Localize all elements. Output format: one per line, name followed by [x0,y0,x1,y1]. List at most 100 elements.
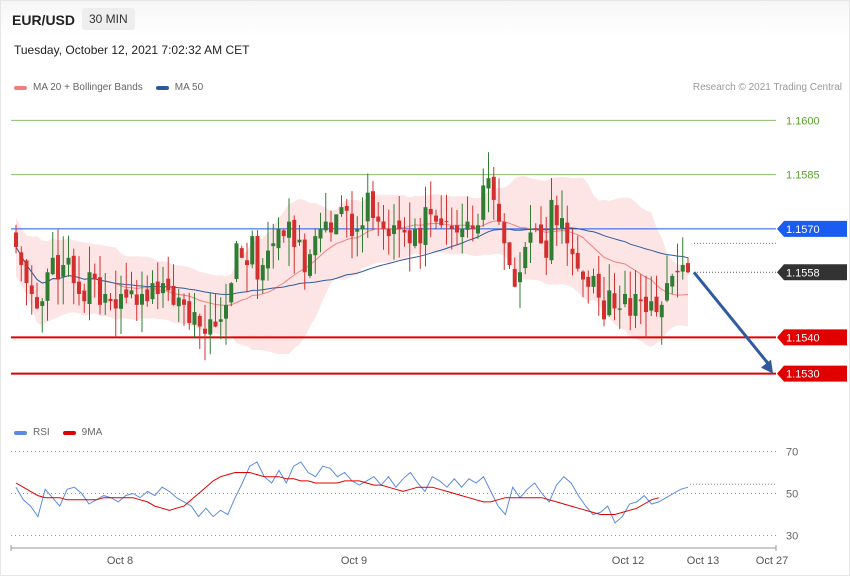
candle-body [407,230,412,244]
candle-body [638,299,643,302]
candle-body [402,229,407,233]
level-tag-1.1530 [777,365,847,382]
candle-body [481,185,486,220]
candle-body [623,293,627,305]
rsi-tick-label: 30 [786,531,798,543]
last-price-tag [777,264,847,281]
candle-body [549,199,554,261]
candle-body [203,328,207,334]
candle-body [528,232,533,243]
candle-body [119,293,123,309]
candle-body [381,221,386,229]
candle-body [313,236,318,256]
level-tag-1.1540 [777,329,847,346]
candle-body [486,178,491,189]
candle-body [155,281,160,294]
candle-body [397,220,402,229]
legend-ma20-label: MA 20 + Bollinger Bands [33,82,143,93]
symbol-title: EUR/USD [12,12,76,28]
candle-body [260,265,265,281]
ma20-swatch-icon [14,85,27,90]
level-label-1.1585: 1.1585 [786,170,820,182]
candle-body [302,239,307,273]
ma50-swatch-icon [155,85,169,90]
candle-body [113,299,118,309]
candle-body [45,272,50,301]
candle-body [686,263,690,273]
candle-body [465,221,470,230]
candle-body [365,192,370,222]
candle-body [166,278,171,291]
level-label-1.1530: 1.1530 [786,369,820,381]
level-tag-1.1570 [777,220,847,237]
legend-rsi-label: RSI [33,427,50,438]
candle-body [29,285,34,294]
rsi-legend: RSI 9MA [14,427,115,438]
candle-body [418,227,423,244]
candle-body [476,225,480,234]
rsi-tick-label: 50 [786,489,798,501]
candle-body [323,221,328,231]
candle-body [633,293,638,316]
candle-body [413,228,417,247]
rsi-ma-swatch-icon [62,430,76,435]
candle-body [161,283,165,294]
candle-body [339,207,344,215]
legend-ma50-label: MA 50 [174,82,204,93]
candle-body [224,304,228,319]
rsi-line [15,461,689,524]
candle-body [428,208,433,215]
candle-body [565,222,570,244]
candle-body [229,283,234,303]
candle-body [297,239,302,243]
forecast-arrow-head [761,359,773,374]
candle-body [344,205,349,211]
candle-body [245,260,249,266]
candle-body [644,296,648,313]
candle-body [439,218,444,226]
candle-body [444,221,449,223]
candle-body [560,218,564,228]
candle-body [287,221,291,238]
rsi-swatch-icon [14,430,27,435]
candle-body [98,277,102,305]
level-label-1.1570: 1.1570 [786,224,820,236]
candle-body [255,236,260,280]
chart-header: EUR/USD 30 MIN [1,1,849,37]
candle-body [617,308,622,310]
forecast-arrow-line [692,271,771,366]
candle-body [129,290,134,295]
interval-badge[interactable]: 30 MIN [82,8,135,30]
candle-body [502,222,507,244]
candle-body [507,242,512,266]
x-tick-label: Oct 27 [756,555,788,567]
candle-body [176,297,181,307]
level-label-1.1600: 1.1600 [786,115,820,127]
candle-body [35,297,39,309]
candle-body [665,283,669,301]
candle-body [596,273,601,298]
timestamp: Tuesday, October 12, 2021 7:02:32 AM CET [14,43,250,57]
candle-body [145,289,150,302]
rsi-tick-label: 70 [786,447,798,459]
candle-body [266,250,270,269]
candle-body [56,255,60,280]
ma50-line [15,227,689,296]
candle-body [575,252,580,269]
candle-body [460,228,465,238]
candle-body [124,289,129,298]
candle-body [654,296,659,313]
candle-body [108,298,113,302]
candle-body [523,246,528,269]
candle-body [554,205,559,226]
candle-body [649,301,654,311]
candle-body [612,293,617,309]
candle-body [659,304,664,318]
candle-body [539,224,543,244]
candle-body [449,225,454,229]
main-legend: MA 20 + Bollinger Bands MA 50 [14,82,216,93]
candle-body [675,270,680,273]
candle-body [497,203,501,222]
